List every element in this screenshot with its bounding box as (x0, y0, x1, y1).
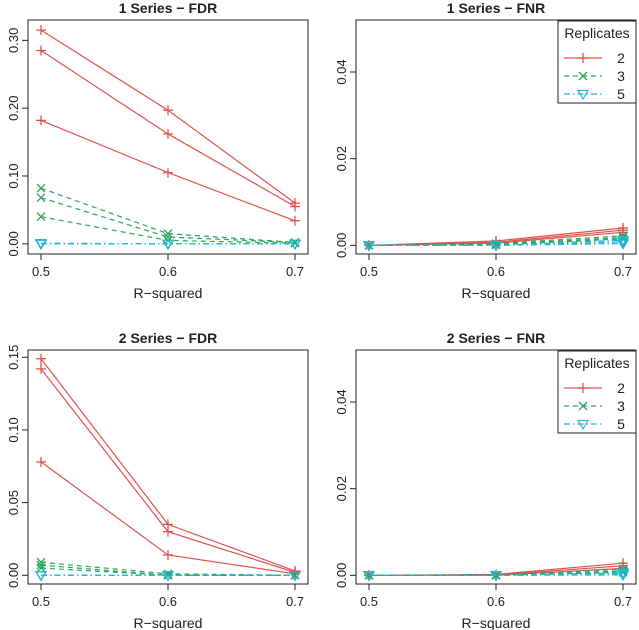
x-axis-label: R−squared (134, 285, 203, 301)
y-tick-label: 0.04 (334, 59, 349, 84)
y-tick-label: 0.10 (6, 417, 21, 442)
x-axis-label: R−squared (462, 285, 531, 301)
chart-title: 1 Series − FNR (447, 0, 545, 16)
chart-title: 2 Series − FDR (119, 330, 217, 346)
marker-x (36, 563, 46, 573)
y-tick-label: 0.00 (6, 231, 21, 256)
marker-triangle (616, 568, 630, 579)
marker-triangle (34, 571, 48, 582)
x-tick-label: 0.6 (487, 594, 505, 609)
y-tick-label: 0.10 (6, 163, 21, 188)
marker-triangle (161, 239, 175, 251)
panel-1: 1 Series − FDR 0.5 0.6 0.7 R−squared 0.00 0.10… (6, 0, 309, 301)
y-tick-label: 0.02 (334, 146, 349, 171)
marker-triangle (362, 571, 376, 582)
y-tick-label: 0.30 (6, 28, 21, 53)
marker-x (36, 183, 46, 193)
series-line-rep3 (40, 216, 296, 244)
marker-triangle (34, 571, 48, 582)
legend-item-label: 5 (617, 86, 625, 102)
marker-x (290, 570, 300, 580)
y-tick-label: 0.02 (334, 476, 349, 501)
marker-triangle (34, 571, 48, 582)
legend-title: Replicates (564, 25, 629, 41)
marker-triangle (34, 239, 48, 251)
y-tick-label: 0.20 (6, 96, 21, 121)
marker-x (36, 193, 46, 203)
chart-title: 2 Series − FNR (447, 330, 545, 346)
y-tick-label: 0.15 (6, 345, 21, 370)
panel-4: 2 Series − FNR 0.5 0.6 0.7 R−squared 0.00 0.02… (334, 330, 637, 630)
panel-3: 2 Series − FDR 0.5 0.6 0.7 R−squared 0.00 0.05… (6, 330, 309, 630)
marker-triangle (362, 241, 376, 252)
x-tick-label: 0.5 (360, 594, 378, 609)
legend-item-label: 5 (617, 416, 625, 432)
x-axis-label: R−squared (462, 615, 531, 630)
x-tick-label: 0.5 (32, 594, 50, 609)
marker-triangle (616, 570, 630, 582)
series-line-rep2 (40, 358, 296, 572)
series-line-rep2 (40, 50, 296, 208)
legend-box (557, 350, 637, 434)
legend-item-label: 3 (617, 68, 625, 84)
x-tick-label: 0.7 (286, 264, 304, 279)
legend-item-label: 2 (617, 50, 625, 66)
marker-triangle (616, 236, 630, 247)
y-tick-label: 0.05 (6, 490, 21, 515)
marker-triangle (616, 239, 630, 250)
marker-triangle (288, 571, 302, 582)
x-tick-label: 0.5 (32, 264, 50, 279)
y-tick-label: 0.04 (334, 389, 349, 414)
marker-x (36, 560, 46, 570)
legend: Replicates 2 3 5 (557, 350, 637, 434)
marker-x (36, 212, 46, 222)
legend-title: Replicates (564, 355, 629, 371)
marker-triangle (489, 241, 503, 252)
x-tick-label: 0.5 (360, 264, 378, 279)
legend-item-label: 3 (617, 398, 625, 414)
x-tick-label: 0.7 (614, 264, 632, 279)
plot-frame (27, 349, 309, 585)
series-line-rep3 (40, 197, 296, 244)
legend: Replicates 2 3 5 (557, 20, 637, 104)
y-tick-label: 0.00 (334, 233, 349, 258)
x-tick-label: 0.6 (159, 594, 177, 609)
chart-title: 1 Series − FDR (119, 0, 217, 16)
x-tick-label: 0.6 (159, 264, 177, 279)
y-tick-label: 0.00 (6, 563, 21, 588)
x-axis-label: R−squared (134, 615, 203, 630)
marker-triangle (161, 571, 175, 582)
series-line-rep3 (40, 187, 296, 244)
x-tick-label: 0.7 (286, 594, 304, 609)
marker-triangle (288, 239, 302, 251)
marker-x (578, 71, 588, 81)
marker-triangle (489, 571, 503, 582)
panel-2: 1 Series − FNR 0.5 0.6 0.7 R−squared 0.00 0.02… (334, 0, 637, 301)
marker-triangle (576, 89, 590, 101)
series-line-rep5 (369, 243, 624, 246)
marker-triangle (576, 419, 590, 431)
marker-triangle (616, 237, 630, 249)
series-line-rep2 (40, 368, 296, 573)
x-tick-label: 0.6 (487, 264, 505, 279)
marker-x (578, 401, 588, 411)
legend-box (557, 20, 637, 104)
legend-item-label: 2 (617, 380, 625, 396)
x-tick-label: 0.7 (614, 594, 632, 609)
y-tick-label: 0.00 (334, 563, 349, 588)
